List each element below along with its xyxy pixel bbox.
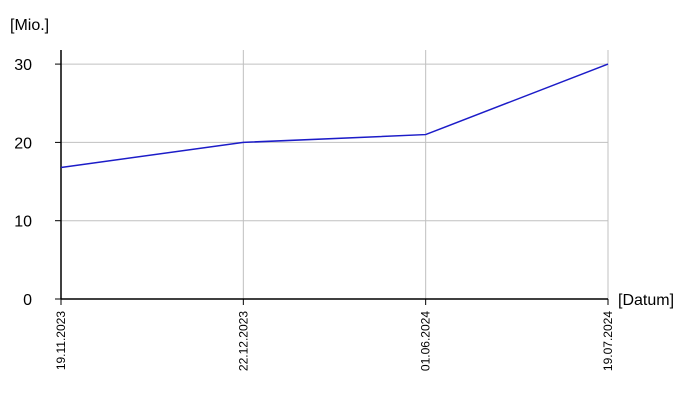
y-axis-label: [Mio.] <box>10 17 49 34</box>
y-tick-label: 0 <box>23 292 32 309</box>
y-tick-label: 10 <box>14 214 32 231</box>
x-axis-label: [Datum] <box>618 292 674 309</box>
x-tick-label: 19.07.2024 <box>601 311 615 371</box>
y-tick-label: 20 <box>14 135 32 152</box>
data-line <box>60 63 609 169</box>
x-tick-label: 01.06.2024 <box>419 311 433 371</box>
x-tick-label: 19.11.2023 <box>54 311 68 370</box>
x-tick-label: 22.12.2023 <box>236 311 250 371</box>
y-tick-label: 30 <box>14 57 32 74</box>
